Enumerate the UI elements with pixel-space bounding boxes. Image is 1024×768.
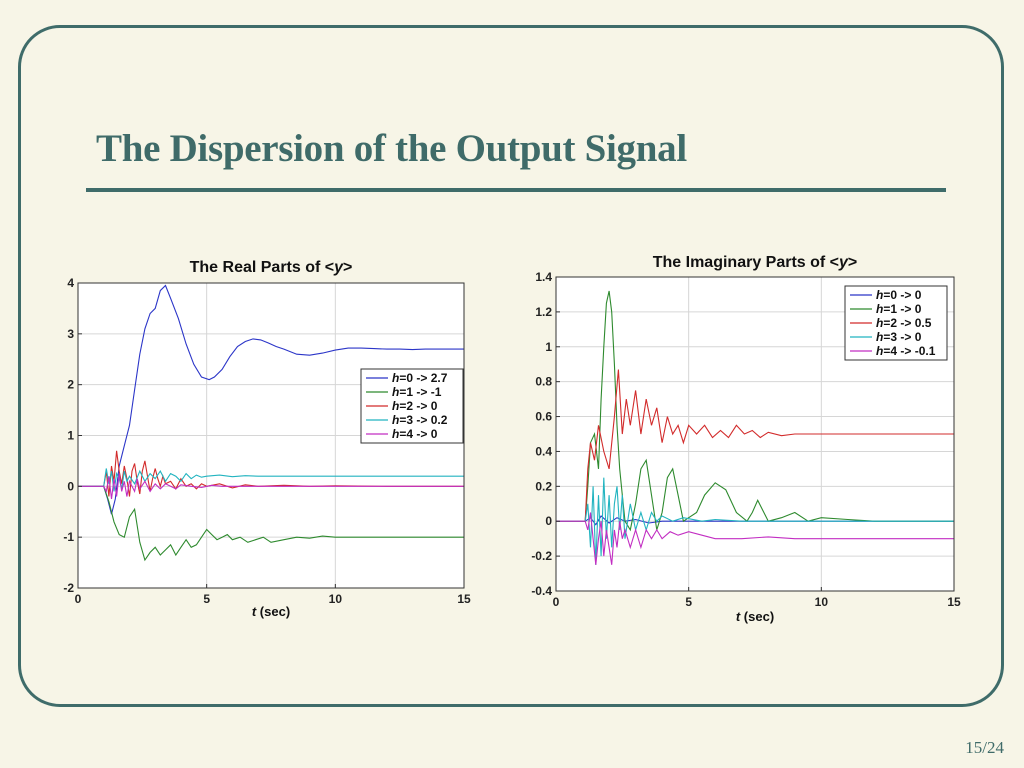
x-tick-label: 5 bbox=[203, 592, 210, 606]
series-line-4 bbox=[556, 512, 954, 565]
legend-entry-0: h=0 -> 2.7 bbox=[392, 371, 448, 385]
title-underline bbox=[86, 188, 946, 192]
series-line-2 bbox=[78, 450, 464, 497]
legend-value: =4 -> 0 bbox=[399, 427, 437, 441]
legend-entry-3: h=3 -> 0.2 bbox=[392, 413, 448, 427]
x-tick-label: 0 bbox=[75, 592, 82, 606]
legend-value: =1 -> -1 bbox=[399, 385, 441, 399]
chart-title-variable: y bbox=[333, 259, 344, 276]
x-tick-label: 5 bbox=[685, 595, 692, 609]
slide-frame bbox=[18, 25, 1004, 707]
legend-entry-0: h=0 -> 0 bbox=[876, 288, 922, 302]
plot-frame bbox=[555, 276, 955, 592]
real-parts-chart: 0 5 10 15 -2 -1 0 1 2 3 4 The Real Parts of <y> t (s… bbox=[63, 259, 471, 619]
x-tick-label: 10 bbox=[329, 592, 343, 606]
y-tick-label: 1.4 bbox=[535, 270, 552, 284]
legend-variable: h bbox=[876, 330, 883, 344]
legend-variable: h bbox=[876, 302, 883, 316]
y-tick-label: -2 bbox=[63, 581, 74, 595]
x-axis-label: t (sec) bbox=[252, 604, 290, 619]
legend-value: =4 -> -0.1 bbox=[883, 344, 935, 358]
y-tick-label: 0.2 bbox=[535, 479, 552, 493]
chart-title-suffix: > bbox=[343, 259, 352, 276]
series-line-1 bbox=[556, 290, 954, 532]
legend-value: =1 -> 0 bbox=[883, 302, 921, 316]
y-tick-label: 4 bbox=[67, 276, 74, 290]
y-tick-label: 0 bbox=[545, 514, 552, 528]
series-line-2 bbox=[556, 369, 954, 522]
series-line-3 bbox=[78, 468, 464, 492]
x-axis-label-variable: t bbox=[736, 609, 741, 624]
legend-entry-2: h=2 -> 0 bbox=[392, 399, 438, 413]
y-tick-label: 0.4 bbox=[535, 444, 552, 458]
y-tick-label: 1 bbox=[67, 429, 74, 443]
legend-entry-3: h=3 -> 0 bbox=[876, 330, 922, 344]
series-line-1 bbox=[78, 485, 464, 562]
chart-title-variable: y bbox=[838, 254, 849, 271]
chart-title-suffix: > bbox=[848, 254, 857, 271]
legend-variable: h bbox=[392, 413, 399, 427]
legend-variable: h bbox=[876, 316, 883, 330]
series-line-3 bbox=[556, 477, 954, 565]
y-tick-label: 0 bbox=[67, 479, 74, 493]
series-line-0 bbox=[78, 284, 464, 515]
legend-value: =2 -> 0.5 bbox=[883, 316, 931, 330]
legend-value: =3 -> 0.2 bbox=[399, 413, 447, 427]
x-axis-label-unit: (sec) bbox=[256, 604, 290, 619]
x-tick-label: 15 bbox=[457, 592, 471, 606]
chart-title: The Imaginary Parts of <y> bbox=[653, 254, 858, 271]
y-tick-label: 3 bbox=[67, 327, 74, 341]
y-tick-label: -1 bbox=[63, 530, 74, 544]
imaginary-parts-chart: 0 5 10 15 -0.4 -0.2 0 0.2 0.4 0.6 0.8 1 1.2 1.4 The Im… bbox=[531, 254, 961, 624]
legend-entry-4: h=4 -> -0.1 bbox=[876, 344, 936, 358]
chart-title-prefix: The Real Parts of < bbox=[190, 259, 335, 276]
legend-entry-1: h=1 -> 0 bbox=[876, 302, 922, 316]
legend-variable: h bbox=[392, 385, 399, 399]
legend-value: =0 -> 2.7 bbox=[399, 371, 447, 385]
y-tick-label: 1.2 bbox=[535, 305, 552, 319]
x-axis-label-unit: (sec) bbox=[740, 609, 774, 624]
slide-title: The Dispersion of the Output Signal bbox=[96, 127, 687, 170]
x-tick-label: 10 bbox=[815, 595, 829, 609]
legend-variable: h bbox=[876, 288, 883, 302]
y-tick-label: -0.2 bbox=[531, 549, 552, 563]
legend-variable: h bbox=[876, 344, 883, 358]
y-tick-label: -0.4 bbox=[531, 584, 552, 598]
legend-entry-4: h=4 -> 0 bbox=[392, 427, 438, 441]
y-tick-label: 1 bbox=[545, 340, 552, 354]
series-line-4 bbox=[78, 473, 464, 500]
legend-entry-2: h=2 -> 0.5 bbox=[876, 316, 932, 330]
x-tick-label: 15 bbox=[947, 595, 961, 609]
x-axis-label: t (sec) bbox=[736, 609, 774, 624]
y-tick-label: 0.8 bbox=[535, 375, 552, 389]
legend-value: =3 -> 0 bbox=[883, 330, 921, 344]
legend-value: =0 -> 0 bbox=[883, 288, 921, 302]
page-number: 15/24 bbox=[965, 738, 1004, 757]
x-tick-label: 0 bbox=[553, 595, 560, 609]
legend-value: =2 -> 0 bbox=[399, 399, 437, 413]
y-tick-label: 2 bbox=[67, 378, 74, 392]
y-tick-label: 0.6 bbox=[535, 410, 552, 424]
legend-variable: h bbox=[392, 427, 399, 441]
x-axis-label-variable: t bbox=[252, 604, 257, 619]
legend-variable: h bbox=[392, 399, 399, 413]
legend-entry-1: h=1 -> -1 bbox=[392, 385, 442, 399]
legend-variable: h bbox=[392, 371, 399, 385]
chart-title-prefix: The Imaginary Parts of < bbox=[653, 254, 839, 271]
chart-title: The Real Parts of <y> bbox=[190, 259, 353, 276]
